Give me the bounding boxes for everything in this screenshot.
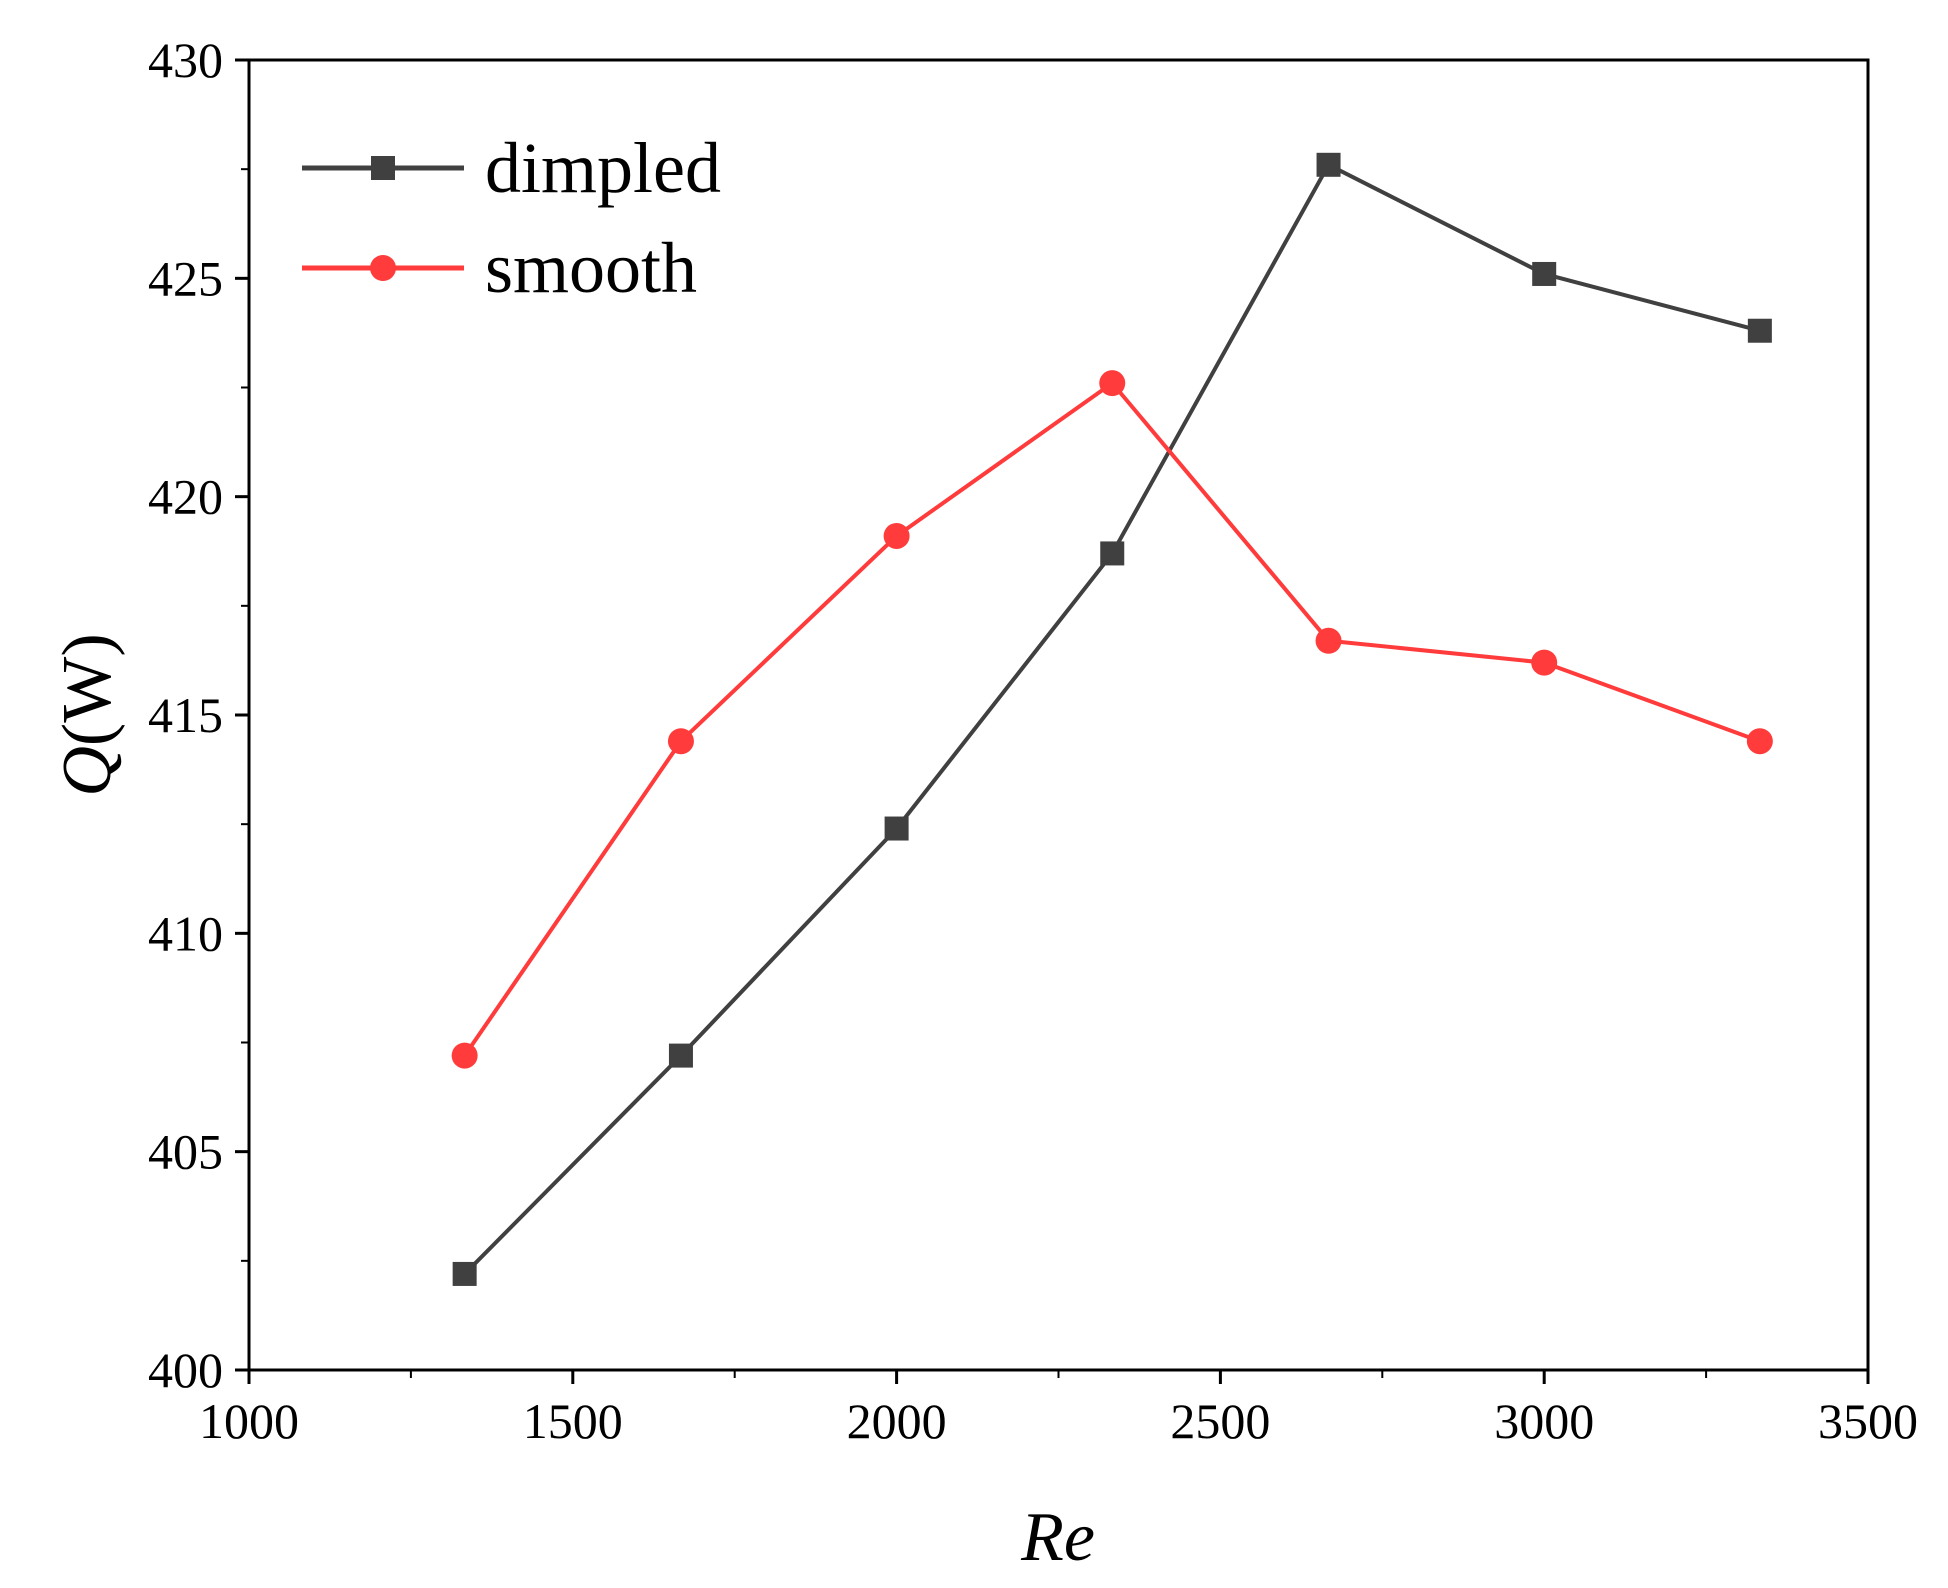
data-point-smooth <box>1746 728 1773 755</box>
series-markers <box>451 152 1773 1286</box>
data-point-smooth <box>1315 627 1342 654</box>
y-tick-label: 400 <box>148 1342 223 1398</box>
y-tick-labels: 400 405 410 415 420 425 430 <box>148 32 223 1398</box>
data-point-dimpled <box>668 1043 693 1068</box>
major-ticks <box>235 58 1870 1384</box>
data-point-smooth <box>1531 649 1558 676</box>
data-point-smooth <box>1099 370 1126 397</box>
data-point-smooth <box>883 522 910 549</box>
series-lines <box>463 162 1761 1276</box>
data-point-smooth <box>451 1042 478 1069</box>
y-tick-label: 420 <box>148 469 223 525</box>
x-tick-label: 1000 <box>199 1393 299 1449</box>
data-point-dimpled <box>1532 261 1557 286</box>
legend-marker-smooth <box>370 255 396 281</box>
y-axis-symbol: Q <box>49 746 126 797</box>
data-point-dimpled <box>1100 541 1125 566</box>
data-point-smooth <box>667 728 694 755</box>
x-axis-title: Re <box>1020 1499 1095 1576</box>
x-tick-labels: 1000 1500 2000 2500 3000 3500 <box>199 1393 1918 1449</box>
data-point-dimpled <box>452 1261 477 1286</box>
legend-label-dimpled: dimpled <box>485 128 721 208</box>
x-tick-label: 2500 <box>1170 1393 1270 1449</box>
minor-ticks <box>241 168 1708 1378</box>
y-tick-label: 430 <box>148 32 223 88</box>
y-axis-title: Q(W) <box>49 633 126 796</box>
y-tick-label: 425 <box>148 250 223 306</box>
x-tick-label: 3000 <box>1494 1393 1594 1449</box>
data-point-dimpled <box>1747 318 1772 343</box>
x-tick-label: 2000 <box>847 1393 947 1449</box>
series-line-smooth <box>463 381 1761 1057</box>
data-point-dimpled <box>884 816 909 841</box>
y-tick-label: 405 <box>148 1124 223 1180</box>
legend-label-smooth: smooth <box>485 228 697 308</box>
x-tick-label: 1500 <box>523 1393 623 1449</box>
y-axis-unit: (W) <box>49 633 126 746</box>
data-point-dimpled <box>1316 152 1341 177</box>
series-line-dimpled <box>463 162 1761 1276</box>
legend-marker-dimpled <box>371 156 395 180</box>
y-tick-label: 415 <box>148 687 223 743</box>
x-tick-label: 3500 <box>1818 1393 1918 1449</box>
legend: dimpled smooth <box>302 128 721 308</box>
y-tick-label: 410 <box>148 905 223 961</box>
